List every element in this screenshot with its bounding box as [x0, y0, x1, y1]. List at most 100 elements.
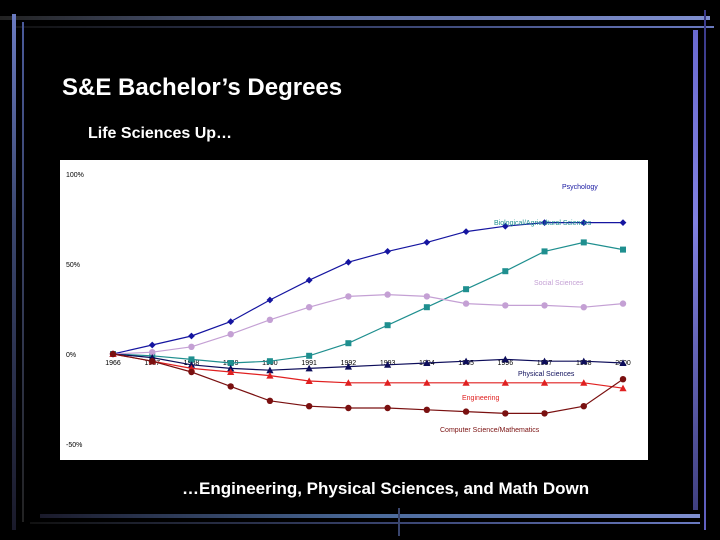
data-point: [540, 357, 549, 365]
data-point: [227, 364, 235, 372]
data-point: [266, 397, 274, 404]
data-point: [148, 341, 156, 349]
frame-bar-bottom: [40, 514, 700, 518]
series-line: [112, 353, 624, 389]
data-point: [423, 239, 431, 246]
series-label: Psychology: [562, 184, 598, 191]
series-line: [112, 293, 624, 355]
data-point: [149, 358, 156, 365]
data-point: [502, 268, 509, 275]
data-point: [423, 406, 431, 413]
data-point: [619, 384, 627, 392]
data-point: [188, 343, 195, 350]
data-point: [501, 355, 509, 363]
frame-bar-bottom-thin: [30, 522, 700, 524]
data-point: [345, 293, 352, 300]
series-label: Engineering: [462, 395, 499, 402]
data-point: [619, 219, 627, 226]
data-point: [384, 248, 392, 255]
y-tick-label: 0%: [66, 352, 76, 359]
data-point: [266, 366, 274, 374]
frame-bar-left: [12, 14, 16, 530]
frame-bar-left-thin: [22, 22, 24, 522]
data-point: [580, 379, 588, 386]
data-point: [384, 361, 392, 368]
data-point: [580, 219, 588, 226]
data-point: [619, 359, 627, 366]
data-point: [188, 356, 195, 363]
data-point: [266, 372, 274, 379]
data-point: [305, 304, 313, 311]
data-point: [501, 379, 509, 386]
data-point: [188, 368, 195, 376]
x-tick-label: 1991: [301, 360, 317, 367]
chart-panel: 100%50%0%-50%196619871988198919901991199…: [60, 160, 648, 460]
data-point: [423, 304, 430, 311]
data-point: [306, 352, 313, 359]
data-point: [541, 248, 548, 255]
data-point: [305, 364, 313, 372]
slide-title: S&E Bachelor’s Degrees: [62, 74, 343, 101]
series-line: [112, 353, 624, 414]
data-point: [187, 361, 196, 368]
data-point: [540, 379, 549, 386]
data-point: [227, 331, 234, 338]
data-point: [620, 246, 626, 253]
data-point: [502, 302, 509, 309]
data-point: [344, 258, 352, 266]
data-point: [463, 286, 470, 293]
data-point: [266, 296, 274, 304]
data-point: [149, 349, 156, 356]
frame-bar-right-thin: [704, 10, 706, 530]
data-point: [344, 379, 352, 386]
data-point: [619, 300, 627, 307]
data-point: [580, 357, 588, 365]
data-point: [188, 332, 195, 340]
series-label: Computer Science/Mathematics: [440, 427, 540, 434]
data-point: [266, 316, 274, 323]
data-point: [109, 350, 117, 358]
frame-bar-bottom-tick: [398, 508, 400, 536]
data-point: [384, 404, 391, 412]
y-tick-label: -50%: [66, 442, 82, 449]
data-point: [423, 359, 431, 366]
series-line: [112, 221, 623, 355]
slide-subtitle: Life Sciences Up…: [88, 125, 233, 142]
frame-bar-top: [0, 16, 710, 20]
data-point: [462, 300, 470, 307]
data-point: [384, 291, 391, 298]
slide-caption: …Engineering, Physical Sciences, and Mat…: [182, 479, 590, 498]
frame-bar-right: [693, 30, 698, 510]
data-point: [423, 293, 431, 300]
series-label: Biological/Agricultural Sciences: [494, 220, 592, 227]
data-point: [541, 302, 548, 309]
data-point: [384, 322, 391, 329]
data-point: [541, 219, 548, 226]
data-point: [462, 408, 470, 415]
data-point: [227, 318, 235, 325]
data-point: [227, 368, 235, 375]
data-point: [580, 403, 587, 410]
data-point: [541, 410, 548, 417]
frame-bar-top-thin: [16, 26, 714, 28]
data-point: [502, 410, 509, 417]
data-point: [580, 304, 587, 311]
data-point: [462, 379, 470, 386]
data-point: [384, 379, 392, 386]
data-point: [462, 228, 470, 235]
data-point: [305, 403, 313, 410]
data-point: [266, 358, 273, 365]
y-tick-label: 100%: [66, 172, 84, 179]
x-tick-label: 1996: [498, 360, 514, 367]
data-point: [619, 376, 627, 383]
data-point: [227, 360, 234, 366]
data-point: [344, 363, 352, 370]
series-line: [112, 353, 624, 371]
data-point: [345, 404, 352, 412]
data-point: [305, 377, 313, 384]
series-label: Social Sciences: [534, 280, 584, 287]
data-point: [345, 340, 352, 347]
series-label: Physical Sciences: [518, 371, 575, 378]
series-line: [112, 241, 624, 364]
data-point: [462, 357, 470, 365]
